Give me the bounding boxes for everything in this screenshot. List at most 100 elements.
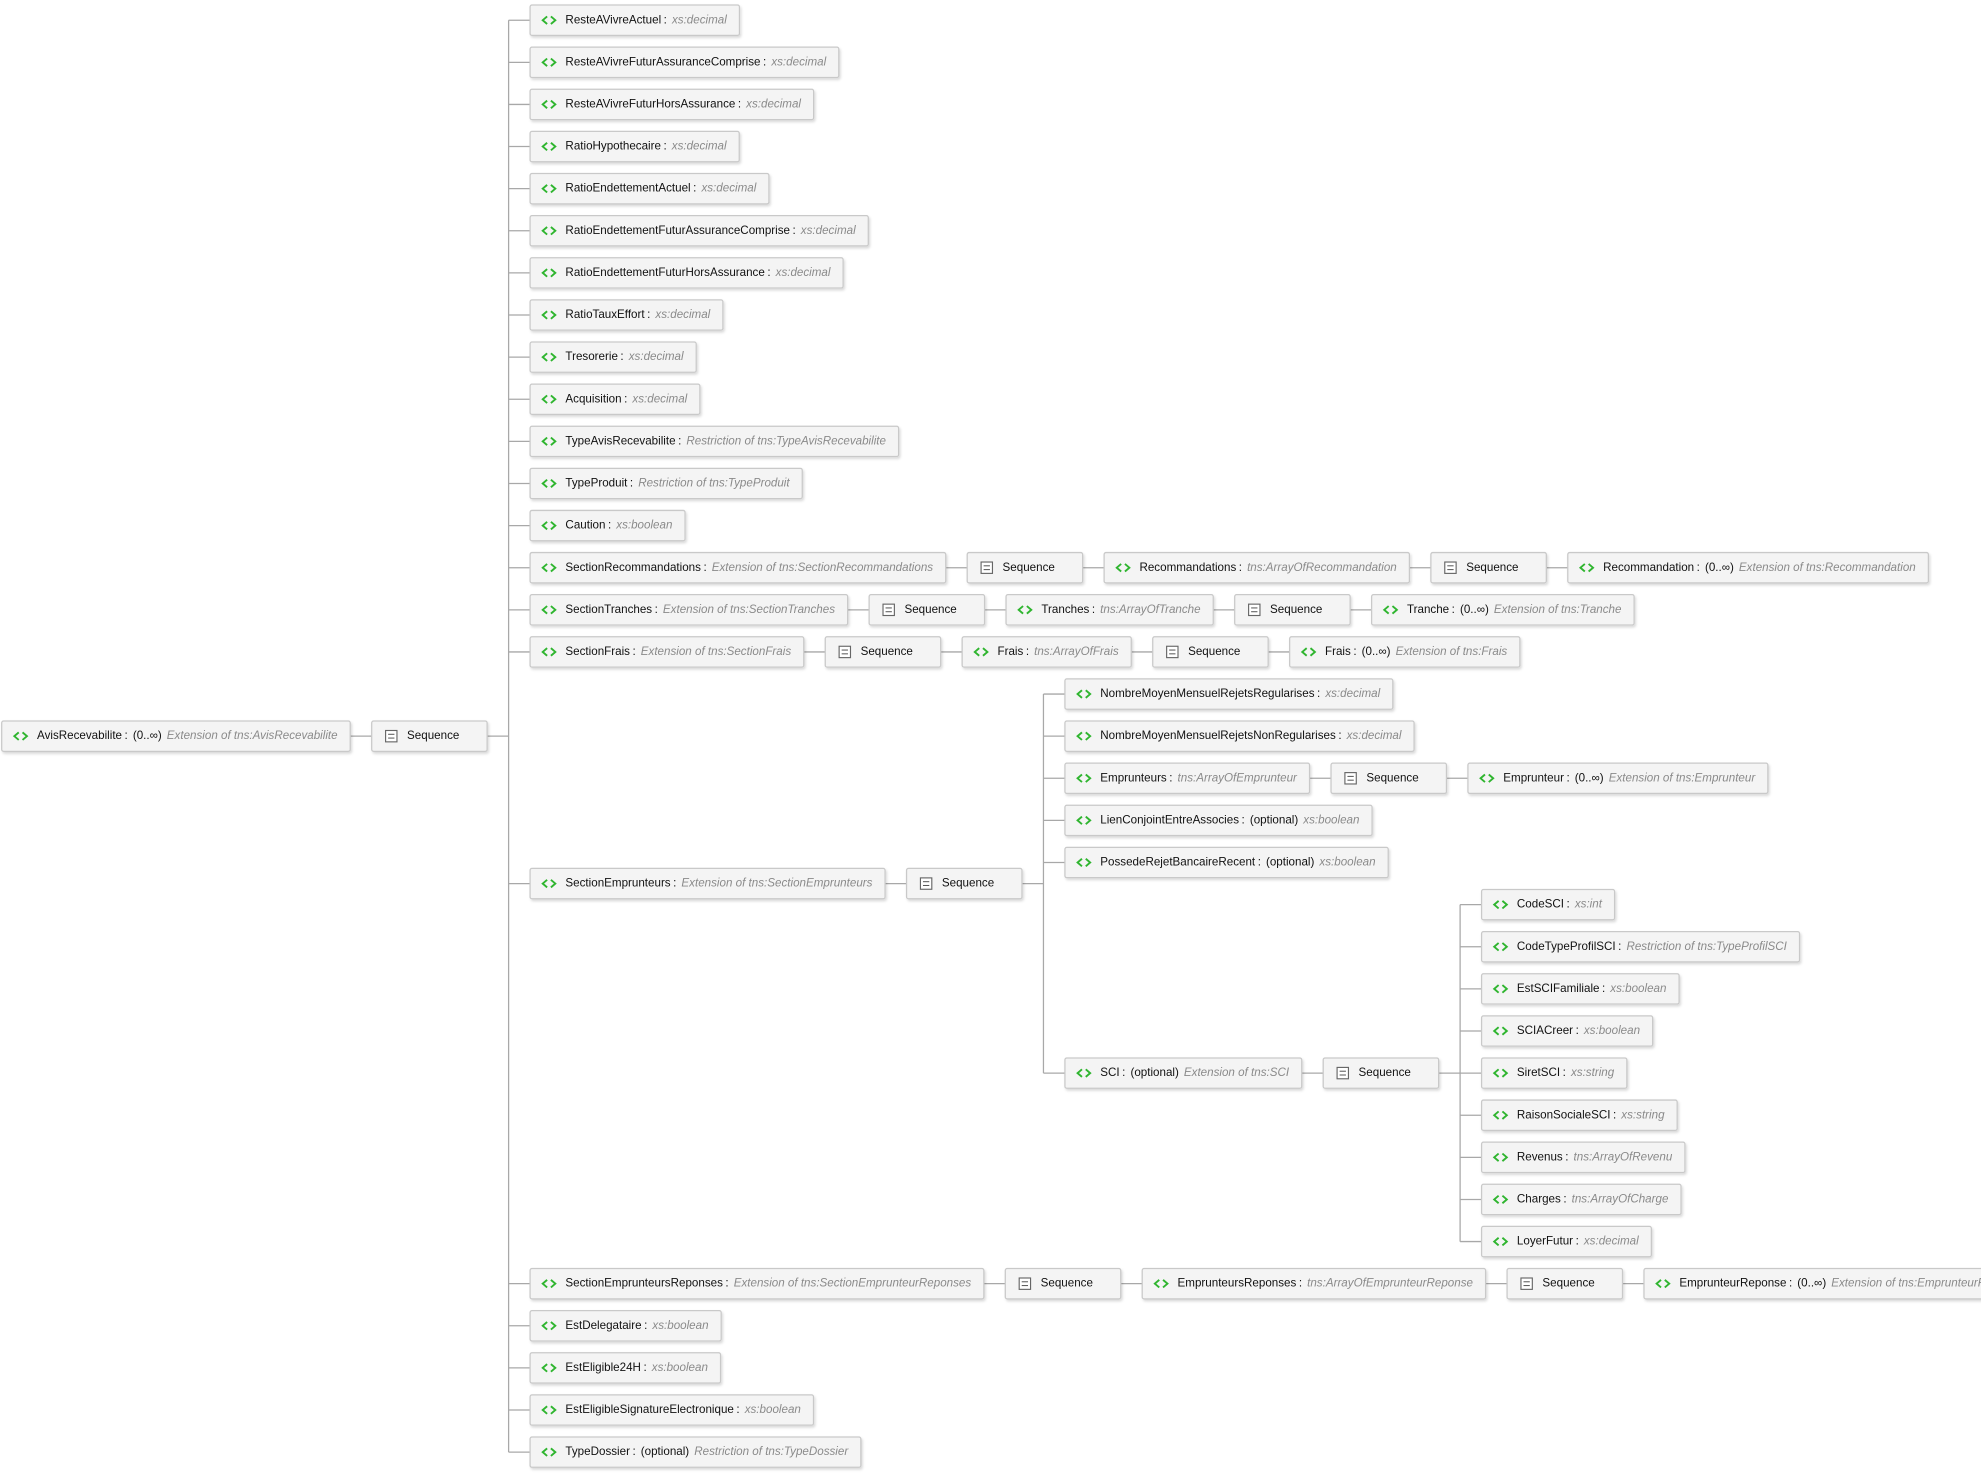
separator: :: [1618, 940, 1621, 953]
element-name: SCIACreer: [1517, 1024, 1573, 1037]
element-icon: [541, 15, 557, 25]
element-name: SCI: [1100, 1066, 1119, 1079]
element-type: tns:ArrayOfEmprunteur: [1178, 771, 1298, 784]
separator: :: [664, 13, 667, 26]
element-name: AvisRecevabilite: [37, 729, 122, 742]
sequence-node: Sequence: [1152, 636, 1269, 668]
element-node: EstSCIFamiliale: xs:boolean: [1480, 973, 1680, 1005]
node-box: [1480, 1225, 1652, 1258]
element-icon: [1153, 1279, 1169, 1289]
element-node: AvisRecevabilite: (0..∞) Extension of tns:…: [1, 720, 351, 752]
element-name: Tranches: [1041, 603, 1089, 616]
element-node: Charges: tns:ArrayOfCharge: [1480, 1183, 1682, 1216]
node-box: [529, 383, 701, 416]
element-icon: [541, 879, 557, 889]
element-icon: [12, 731, 29, 741]
separator: :: [736, 1403, 739, 1416]
element-node: EstEligibleSignatureElectronique: xs:bool…: [529, 1394, 815, 1426]
connectors: [350, 19, 1644, 1453]
node-box: [529, 130, 740, 163]
element-type: Extension of tns:SectionFrais: [641, 645, 792, 658]
element-icon: [1655, 1279, 1671, 1289]
sequence-label: Sequence: [1542, 1277, 1594, 1290]
element-type: tns:ArrayOfFrais: [1034, 645, 1119, 658]
element-node: SCI: (optional) Extension of tns:SCI: [1064, 1057, 1303, 1089]
element-node: EmprunteurReponse: (0..∞) Extension of tns…: [1643, 1267, 1981, 1300]
occurs: (0..∞): [1362, 645, 1391, 658]
separator: :: [793, 224, 796, 237]
element-icon: [1492, 942, 1509, 952]
element-icon: [1492, 1194, 1509, 1204]
node-box: [1064, 678, 1394, 710]
element-name: RatioHypothecaire: [565, 140, 661, 153]
element-type: xs:boolean: [1583, 1024, 1640, 1037]
node-box: [529, 1267, 985, 1300]
separator: :: [643, 1361, 646, 1374]
element-icon: [541, 1321, 557, 1331]
sequence-label: Sequence: [1466, 561, 1518, 574]
element-name: NombreMoyenMensuelRejetsRegularises: [1100, 687, 1314, 700]
element-name: Recommandation: [1603, 561, 1694, 574]
element-node: SectionTranches: Extension of tns:Section…: [529, 594, 849, 626]
element-node: RatioHypothecaire: xs:decimal: [529, 130, 740, 163]
element-type: xs:decimal: [770, 55, 826, 68]
node-box: [529, 509, 686, 542]
element-node: SiretSCI: xs:string: [1480, 1057, 1628, 1089]
element-name: RatioEndettementFuturAssuranceComprise: [565, 224, 790, 237]
nodes: AvisRecevabilite: (0..∞) Extension of tns:…: [1, 4, 1981, 1468]
element-type: Extension of tns:Emprunteur: [1609, 771, 1757, 784]
element-node: Tranche: (0..∞) Extension of tns:Tranche: [1370, 594, 1635, 626]
node-box: [1480, 973, 1680, 1005]
element-name: RatioTauxEffort: [565, 308, 645, 321]
element-node: TypeAvisRecevabilite: Restriction of tns:…: [529, 425, 900, 458]
node-box: [1330, 762, 1448, 795]
element-node: RatioEndettementFuturHorsAssurance: xs:de…: [529, 257, 844, 289]
node-box: [1480, 1015, 1654, 1047]
sequence-icon: [1018, 1277, 1032, 1290]
element-node: RatioTauxEffort: xs:decimal: [529, 299, 724, 331]
node-box: [529, 1436, 862, 1468]
separator: :: [1576, 1235, 1579, 1248]
element-type: Extension of tns:SCI: [1184, 1066, 1290, 1079]
element-node: Emprunteurs: tns:ArrayOfEmprunteur: [1064, 762, 1311, 795]
node-box: [1480, 930, 1801, 963]
separator: :: [1353, 645, 1356, 658]
element-icon: [541, 521, 557, 531]
element-type: tns:ArrayOfCharge: [1572, 1193, 1669, 1206]
separator: :: [763, 55, 766, 68]
node-box: [1567, 551, 1930, 584]
element-icon: [541, 352, 557, 362]
element-node: Recommandation: (0..∞) Extension of tns:Re…: [1567, 551, 1930, 584]
element-icon: [1492, 900, 1509, 910]
element-icon: [1076, 731, 1092, 741]
sequence-label: Sequence: [1366, 771, 1418, 784]
separator: :: [1566, 771, 1569, 784]
separator: :: [1613, 1108, 1616, 1121]
occurs: (optional): [641, 1445, 690, 1458]
element-name: PossedeRejetBancaireRecent: [1100, 856, 1256, 869]
sequence-node: Sequence: [1330, 762, 1448, 795]
element-name: SectionFrais: [565, 645, 630, 658]
occurs: (0..∞): [1797, 1277, 1826, 1290]
element-icon: [1492, 984, 1509, 994]
element-type: xs:decimal: [700, 182, 756, 195]
element-type: tns:ArrayOfTranche: [1100, 603, 1201, 616]
element-icon: [1076, 773, 1092, 783]
node-box: [371, 720, 488, 752]
separator: :: [1122, 1066, 1125, 1079]
element-icon: [541, 647, 557, 657]
element-type: tns:ArrayOfRecommandation: [1247, 561, 1397, 574]
element-icon: [541, 1447, 557, 1457]
element-name: EstSCIFamiliale: [1517, 982, 1600, 995]
node-box: [529, 636, 805, 668]
occurs: (optional): [1266, 856, 1315, 869]
sequence-icon: [385, 729, 398, 743]
element-icon: [1382, 605, 1399, 615]
node-box: [529, 594, 849, 626]
element-icon: [541, 1405, 557, 1415]
element-type: Restriction of tns:TypeDossier: [694, 1445, 849, 1458]
element-icon: [1479, 773, 1495, 783]
element-icon: [541, 99, 557, 109]
separator: :: [1563, 1193, 1566, 1206]
